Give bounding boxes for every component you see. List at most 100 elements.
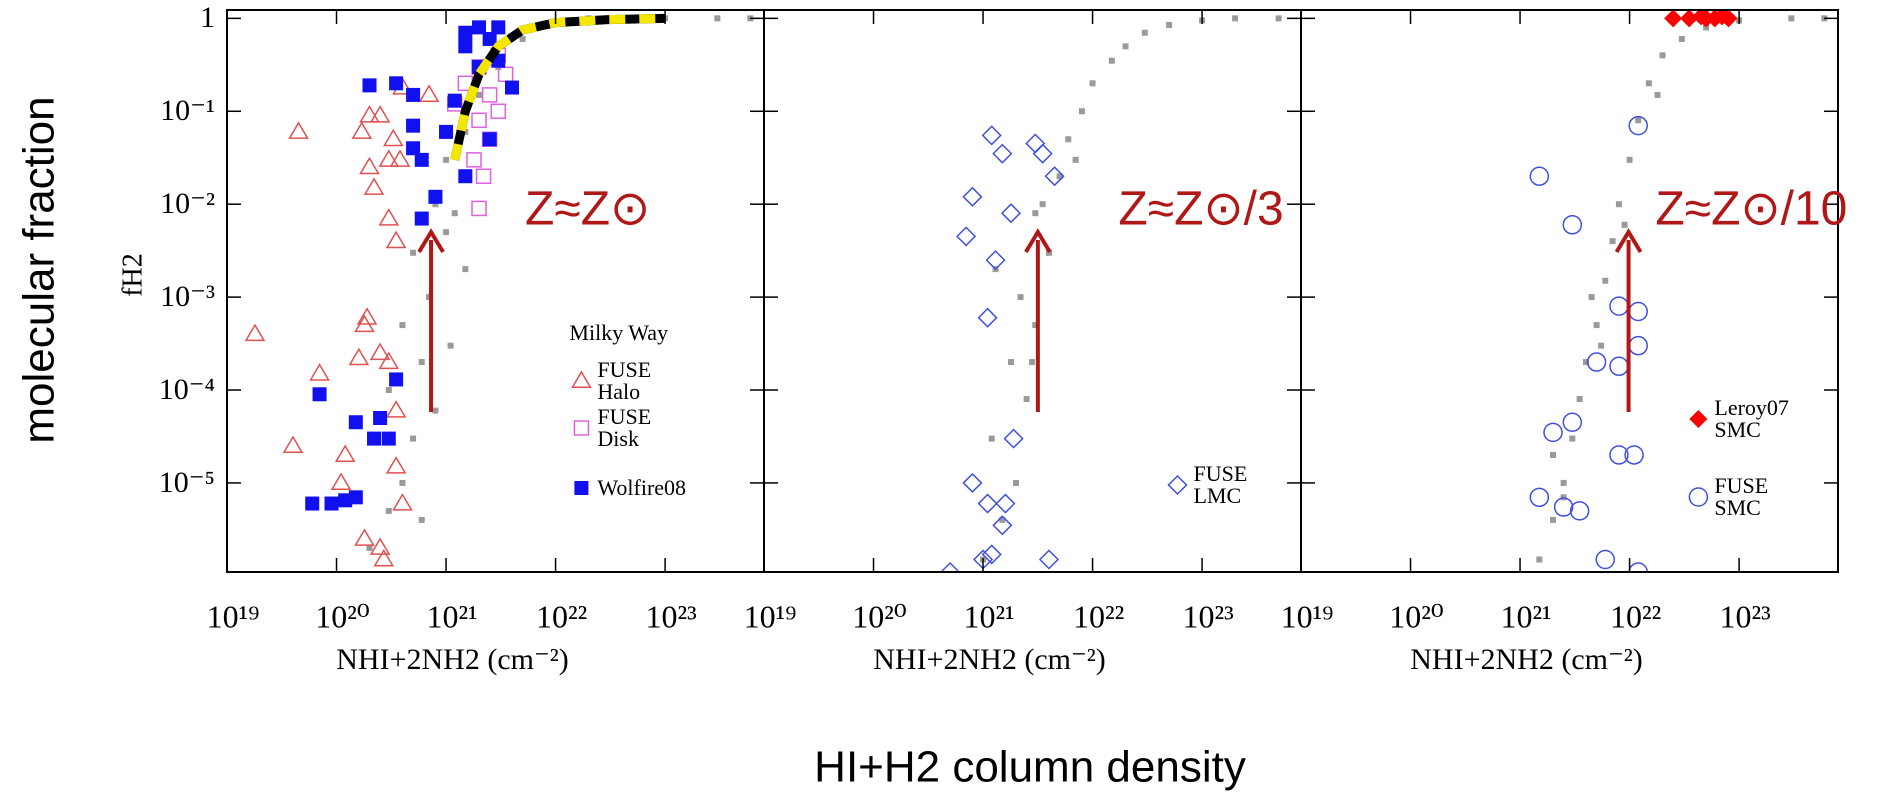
- circle-marker: [1529, 487, 1550, 508]
- sim-point: [1588, 294, 1595, 301]
- x-tick-label: 10²¹: [1500, 598, 1551, 634]
- x-tick-label: 10²¹: [426, 598, 477, 634]
- legend-label: FUSE Disk: [597, 404, 652, 451]
- x-axis-label: NHI+2NH2 (cm⁻²): [336, 643, 569, 676]
- sim-point: [366, 544, 373, 551]
- square-marker: [458, 25, 473, 40]
- diamond-marker: [995, 493, 1016, 514]
- sim-point: [1072, 156, 1079, 163]
- circle-marker: [1628, 301, 1648, 322]
- square-marker: [482, 132, 497, 147]
- sim-point: [418, 516, 425, 523]
- triangle-marker: [373, 549, 395, 567]
- diamond-marker: [1038, 549, 1060, 570]
- y-tick-label: 10⁻⁴: [159, 373, 215, 406]
- diamond-marker: [962, 186, 983, 207]
- x-tick-label: 10²¹: [963, 598, 1014, 634]
- triangle-marker: [385, 456, 407, 474]
- sim-point: [462, 266, 469, 273]
- y-axis-label: molecular fraction: [15, 96, 64, 443]
- x-tick-label: 10²⁰: [1389, 598, 1443, 634]
- x-tick-label: 10¹⁹: [744, 598, 797, 634]
- square-marker: [406, 87, 421, 102]
- circle-marker: [1586, 352, 1607, 372]
- diamond-marker: [977, 493, 998, 514]
- sim-point: [443, 229, 450, 236]
- triangle-marker: [356, 307, 378, 325]
- sim-point: [1582, 359, 1589, 366]
- y-tick-label: 1: [200, 1, 215, 34]
- square-marker: [466, 152, 482, 168]
- square-marker: [367, 431, 382, 446]
- sim-point: [1536, 556, 1543, 563]
- sim-point: [476, 91, 483, 98]
- diamond-marker: [1032, 143, 1053, 164]
- y-axis-label: fH2: [117, 253, 148, 297]
- triangle-marker: [418, 84, 440, 102]
- triangle-marker: [348, 347, 370, 366]
- x-tick-label: 10²³: [645, 598, 696, 634]
- x-tick-label: 10²²: [1073, 598, 1124, 634]
- square-marker: [472, 20, 487, 35]
- square-marker: [490, 103, 507, 120]
- triangle-marker: [359, 105, 380, 123]
- sim-point: [1056, 173, 1063, 180]
- sim-point: [410, 249, 417, 256]
- circle-marker: [1562, 412, 1583, 432]
- panel-frame: [1300, 9, 1839, 573]
- x-tick-label: 10²³: [1182, 598, 1233, 634]
- diamond-marker: [962, 472, 983, 493]
- square-marker: [447, 93, 462, 108]
- circle-marker: [1543, 422, 1563, 443]
- sim-point: [714, 15, 721, 22]
- legend-label: Wolfire08: [597, 475, 687, 500]
- square-marker: [471, 200, 487, 217]
- x-tick-label: 10²⁰: [852, 598, 906, 634]
- sim-point: [519, 35, 526, 42]
- square-marker: [482, 31, 497, 46]
- diamond-marker: [1664, 10, 1683, 28]
- legend-title: Milky Way: [569, 320, 669, 345]
- sim-point: [988, 435, 995, 442]
- legend-label: FUSE Halo: [597, 357, 652, 404]
- square-marker: [428, 189, 443, 204]
- diamond-marker: [1025, 133, 1046, 154]
- triangle-marker: [359, 156, 380, 175]
- triangle-marker: [378, 351, 400, 370]
- sim-point: [1609, 238, 1616, 245]
- triangle-marker: [369, 537, 391, 555]
- diamond-marker: [1044, 166, 1065, 187]
- arrow-head: [1024, 228, 1052, 254]
- y-tick-label: 10⁻⁵: [159, 466, 215, 499]
- square-marker: [439, 124, 454, 139]
- circle-marker: [1609, 356, 1629, 377]
- triangle-marker: [392, 493, 413, 511]
- triangle-marker: [385, 400, 407, 418]
- square-marker: [324, 496, 339, 511]
- legend-label: FUSE SMC: [1714, 473, 1769, 520]
- sim-point: [1635, 117, 1642, 124]
- sim-point: [1788, 15, 1795, 22]
- triangle-marker: [282, 435, 304, 454]
- sim-point: [1654, 91, 1661, 98]
- square-marker: [312, 387, 327, 402]
- legend-marker: [573, 420, 590, 436]
- sim-point: [1645, 80, 1652, 87]
- sim-point: [385, 507, 392, 514]
- sim-point: [1166, 21, 1173, 28]
- sim-point: [1550, 451, 1557, 458]
- square-marker: [414, 211, 429, 226]
- x-tick-label: 10¹⁹: [1281, 598, 1334, 634]
- diamond-marker: [981, 544, 1002, 565]
- legend-marker: [574, 481, 589, 495]
- y-tick-label: 10⁻³: [160, 280, 215, 313]
- square-marker: [338, 493, 353, 508]
- sim-point: [1122, 43, 1129, 50]
- sim-point: [1275, 15, 1282, 22]
- diamond-marker: [940, 561, 961, 572]
- triangle-marker: [369, 105, 391, 123]
- sim-point: [1029, 359, 1036, 366]
- x-axis-label: NHI+2NH2 (cm⁻²): [873, 643, 1106, 676]
- sim-point: [1078, 108, 1085, 115]
